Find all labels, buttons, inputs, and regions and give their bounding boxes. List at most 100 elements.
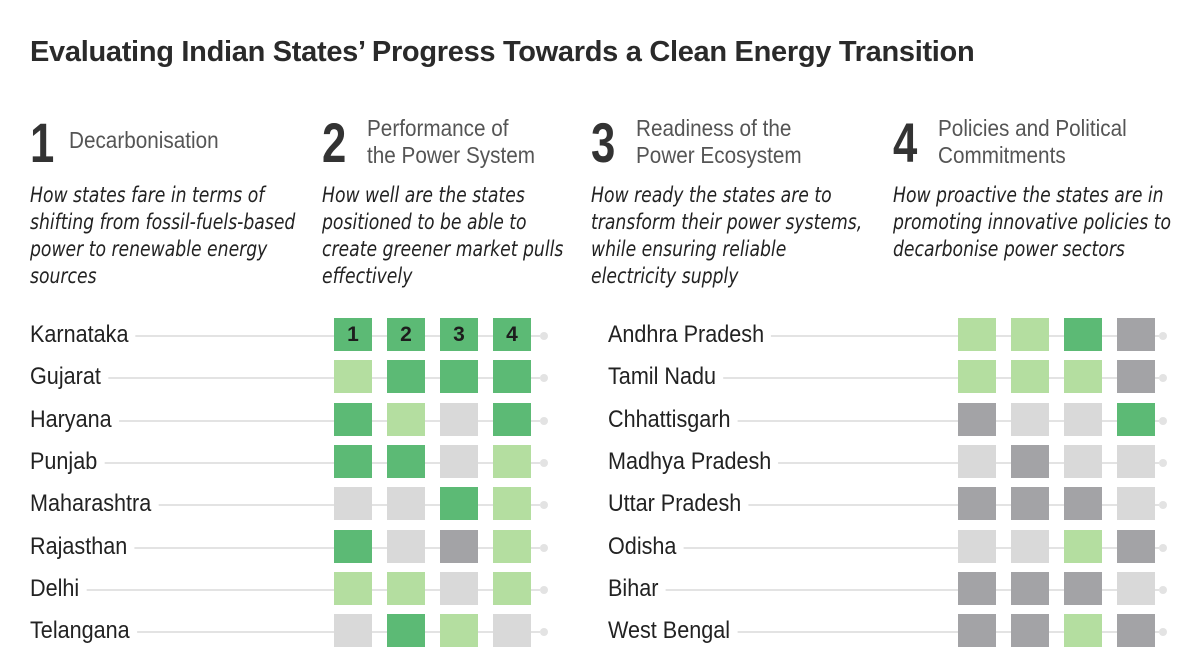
row-end-dot — [1159, 416, 1167, 425]
row-guide-line — [30, 377, 540, 380]
state-name: West Bengal — [608, 617, 738, 646]
state-name: Maharashtra — [30, 490, 159, 519]
row-guide-line — [30, 546, 540, 549]
score-cell — [493, 444, 531, 478]
score-cell — [958, 529, 996, 563]
score-cell — [958, 402, 996, 436]
score-cell — [334, 402, 372, 436]
score-cell — [387, 614, 425, 648]
score-cell — [493, 614, 531, 648]
state-name: Karnataka — [30, 321, 136, 349]
state-row: Maharashtra — [30, 484, 554, 526]
state-name: Uttar Pradesh — [608, 490, 749, 519]
row-end-dot — [540, 332, 548, 340]
column-number-cell: 3 — [440, 318, 478, 351]
score-cell — [387, 402, 425, 436]
score-cell — [440, 529, 478, 563]
pillar-description: How ready the states are to transform th… — [591, 183, 863, 288]
score-cell — [1011, 318, 1049, 351]
row-guide-line — [30, 504, 540, 507]
pillar-label-line: Readiness of the — [636, 115, 792, 141]
score-cell — [1011, 487, 1049, 521]
state-name: Telangana — [30, 617, 137, 646]
score-cell — [334, 360, 372, 394]
score-cell — [1011, 444, 1049, 478]
pillar-number: 1 — [30, 111, 55, 174]
row-guide-line — [608, 546, 1159, 549]
score-cell — [387, 571, 425, 605]
score-cell — [1117, 360, 1155, 394]
row-guide-line — [608, 377, 1159, 380]
row-end-dot — [540, 416, 548, 425]
row-guide-line — [608, 419, 1159, 422]
score-cell — [958, 614, 996, 648]
score-cell — [1011, 360, 1049, 394]
state-row: Madhya Pradesh — [608, 442, 1173, 484]
score-cell — [1011, 529, 1049, 563]
state-row: Chhattisgarh — [608, 400, 1173, 442]
row-end-dot — [1159, 628, 1167, 637]
row-guide-line — [30, 419, 540, 422]
score-cell — [493, 571, 531, 605]
row-guide-line — [608, 504, 1159, 507]
row-end-dot — [540, 458, 548, 467]
state-row: Karnataka 1 2 3 4 — [30, 315, 554, 357]
row-end-dot — [540, 501, 548, 510]
column-number-cell: 1 — [334, 318, 372, 351]
row-end-dot — [540, 585, 548, 594]
score-cell — [334, 487, 372, 521]
score-cell — [334, 529, 372, 563]
score-cell — [440, 360, 478, 394]
score-cell — [1064, 444, 1102, 478]
score-cell — [440, 614, 478, 648]
score-cell — [958, 360, 996, 394]
state-row: Rajasthan — [30, 527, 554, 569]
state-name: Haryana — [30, 405, 119, 434]
pillar-number: 4 — [893, 111, 918, 174]
chart-title: Evaluating Indian States’ Progress Towar… — [30, 36, 975, 68]
pillar-description: How well are the states positioned to be… — [322, 183, 564, 288]
pillar-label: Policies and Political Commitments — [938, 115, 1127, 169]
score-cell — [440, 571, 478, 605]
state-name: Madhya Pradesh — [608, 447, 779, 476]
row-guide-line — [30, 588, 540, 591]
state-row: Delhi — [30, 569, 554, 611]
score-cell — [1011, 614, 1049, 648]
pillar-label-line: Performance of — [367, 115, 509, 141]
score-cell — [958, 318, 996, 351]
row-end-dot — [1159, 585, 1167, 594]
pillar-number: 2 — [322, 111, 347, 174]
state-name: Chhattisgarh — [608, 405, 738, 434]
state-row: Gujarat — [30, 357, 554, 399]
state-name: Delhi — [30, 574, 87, 603]
score-cell — [958, 571, 996, 605]
state-row: Punjab — [30, 442, 554, 484]
row-end-dot — [540, 543, 548, 552]
row-guide-line — [30, 461, 540, 464]
score-cell — [1064, 571, 1102, 605]
score-cell — [1117, 487, 1155, 521]
score-cell — [1064, 487, 1102, 521]
score-cell — [493, 529, 531, 563]
state-row: Haryana — [30, 400, 554, 442]
row-end-dot — [1159, 374, 1167, 383]
score-cell — [1117, 318, 1155, 351]
row-guide-line — [608, 335, 1159, 337]
row-end-dot — [540, 374, 548, 383]
score-cell — [1117, 444, 1155, 478]
state-row: Telangana — [30, 611, 554, 653]
pillar-label-line: Power Ecosystem — [636, 142, 802, 168]
column-number-cell: 4 — [493, 318, 531, 351]
state-name: Gujarat — [30, 363, 109, 392]
score-cell — [334, 444, 372, 478]
score-cell — [1117, 571, 1155, 605]
score-cell — [493, 487, 531, 521]
score-cell — [958, 444, 996, 478]
score-cell — [387, 360, 425, 394]
pillar-label-line: Policies and Political — [938, 115, 1127, 141]
state-row: Tamil Nadu — [608, 357, 1173, 399]
score-cell — [387, 444, 425, 478]
state-name: Andhra Pradesh — [608, 321, 772, 349]
score-cell — [1064, 360, 1102, 394]
state-row: Uttar Pradesh — [608, 484, 1173, 526]
